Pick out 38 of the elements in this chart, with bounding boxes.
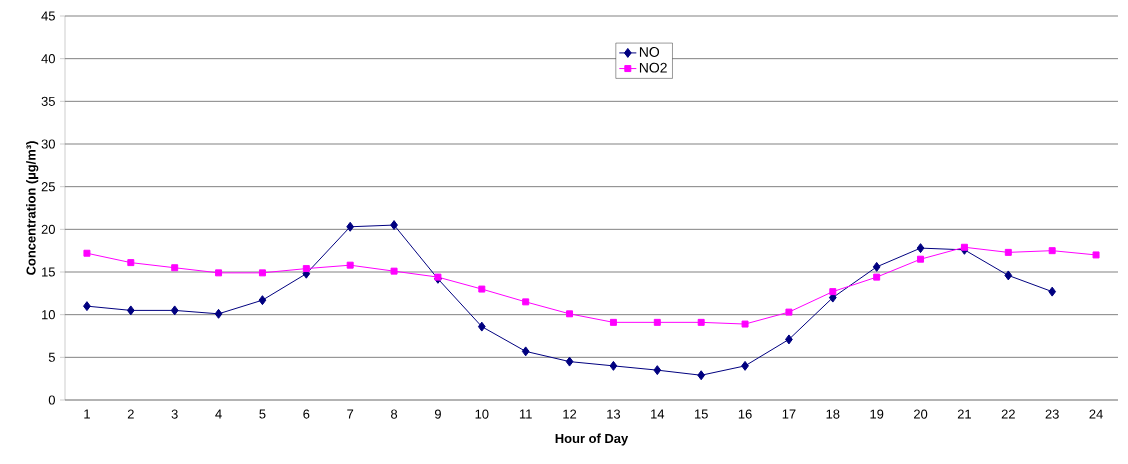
x-tick-label: 3: [171, 409, 178, 419]
y-tick-label: 30: [41, 139, 55, 149]
x-tick-label: 18: [826, 409, 840, 419]
y-tick-label: 0: [48, 395, 55, 405]
x-tick-label: 20: [914, 409, 928, 419]
x-tick-label: 16: [738, 409, 752, 419]
y-tick-label: 15: [42, 267, 55, 277]
x-tick-label: 5: [259, 409, 266, 419]
legend-label: NO2: [639, 62, 667, 73]
x-tick-label: 10: [475, 409, 489, 419]
x-tick-label: 23: [1045, 409, 1059, 419]
x-axis-title: Hour of Day: [555, 433, 629, 446]
x-tick-label: 7: [347, 409, 354, 419]
x-tick-label: 24: [1089, 409, 1103, 419]
y-tick-label: 45: [41, 11, 55, 21]
x-tick-label: 12: [563, 409, 577, 419]
y-axis-title: Concentration (µg/m³): [26, 141, 39, 275]
y-tick-label: 40: [41, 54, 55, 64]
x-tick-label: 17: [782, 409, 796, 419]
y-tick-label: 20: [41, 224, 55, 234]
y-tick-label: 10: [42, 310, 55, 320]
x-tick-label: 4: [215, 409, 222, 419]
x-tick-label: 22: [1001, 409, 1015, 419]
y-tick-label: 5: [48, 352, 55, 362]
x-tick-label: 2: [127, 409, 134, 419]
legend-label: NO: [639, 47, 660, 57]
x-tick-label: 11: [519, 409, 532, 419]
x-tick-label: 8: [391, 409, 398, 419]
x-tick-label: 19: [870, 409, 884, 419]
x-tick-label: 6: [303, 409, 310, 419]
x-tick-label: 1: [84, 409, 90, 419]
x-tick-label: 9: [434, 409, 441, 419]
x-tick-label: 14: [651, 409, 665, 419]
y-tick-label: 35: [41, 96, 55, 106]
x-tick-label: 13: [607, 409, 621, 419]
x-tick-label: 15: [694, 409, 708, 419]
x-tick-label: 21: [957, 409, 971, 419]
y-tick-label: 25: [41, 182, 55, 192]
